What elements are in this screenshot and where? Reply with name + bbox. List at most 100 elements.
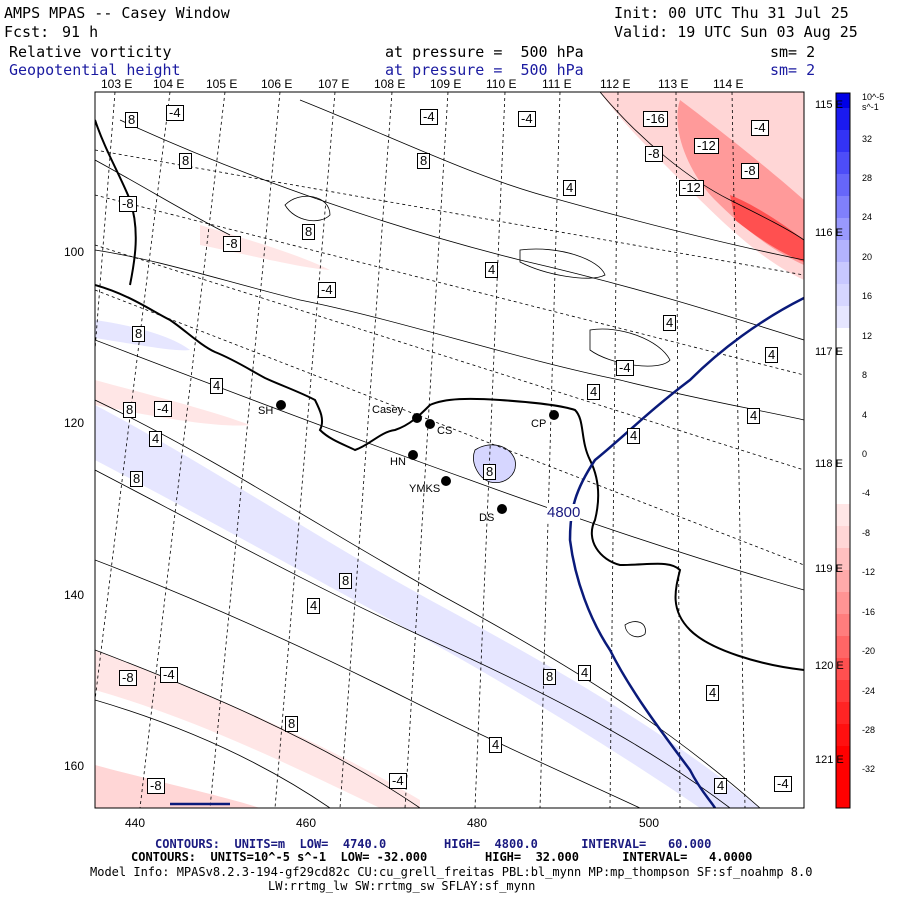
- contour-label: 4: [489, 737, 503, 753]
- valid-time: Valid: 19 UTC Sun 03 Aug 25: [614, 23, 858, 41]
- contour-label: -8: [119, 196, 137, 212]
- station-label-casey: Casey: [372, 404, 404, 416]
- lon-label: 104 E: [153, 77, 185, 91]
- y-tick: 140: [64, 588, 85, 602]
- field2-smoothing: sm= 2: [770, 61, 816, 79]
- contour-label: -8: [119, 670, 137, 686]
- contour-label: 4: [149, 431, 163, 447]
- colorbar-tick: 32: [862, 134, 873, 144]
- station-label-ds: DS: [479, 512, 495, 524]
- station-dot-hn: [408, 450, 418, 460]
- contour-label: 8: [339, 573, 353, 589]
- height-contour-label: 4800: [547, 504, 581, 521]
- station-dot-ymks: [441, 476, 451, 486]
- contour-label: 8: [483, 464, 497, 480]
- contour-label: -4: [616, 360, 634, 376]
- y-tick: 120: [64, 416, 85, 430]
- station-dot-ds: [497, 504, 507, 514]
- edge-label: 121 E: [815, 754, 844, 766]
- lon-label: 103 E: [101, 77, 133, 91]
- coastline: [95, 284, 804, 671]
- contour-label: 4: [587, 384, 601, 400]
- contour-label: 8: [132, 326, 146, 342]
- edge-label: 118 E: [815, 458, 843, 470]
- forecast-hours: 91 h: [62, 23, 99, 41]
- contour-label: -4: [166, 105, 184, 121]
- station-label-sh: SH: [258, 405, 274, 417]
- station-label-ymks: YMKS: [409, 483, 441, 495]
- footer-vorticity-contours: CONTOURS: UNITS=10^-5 s^-1 LOW= -32.000 …: [131, 850, 753, 864]
- colorbar-tick: 12: [862, 331, 873, 341]
- contour-label: 4: [627, 428, 641, 444]
- station-label-hn: HN: [390, 456, 406, 468]
- field1-smoothing: sm= 2: [770, 43, 816, 61]
- contour-label: 4: [714, 778, 728, 794]
- contour-label: -8: [741, 163, 759, 179]
- plot-title: AMPS MPAS -- Casey Window: [4, 4, 230, 22]
- footer-model-info: Model Info: MPASv8.2.3-194-gf29cd82c CU:…: [90, 865, 813, 879]
- vorticity-contours: [95, 92, 804, 808]
- contour-label: -8: [223, 236, 241, 252]
- contour-label: -4: [154, 401, 172, 417]
- negative-vorticity-band-southwest: [95, 765, 260, 808]
- contour-label: -4: [389, 773, 407, 789]
- contour-label: 4: [706, 685, 720, 701]
- station-dot-casey: [412, 413, 422, 423]
- lon-label: 107 E: [318, 77, 350, 91]
- field1-level: at pressure = 500 hPa: [385, 43, 584, 61]
- lon-label: 111 E: [542, 77, 572, 91]
- contour-label: 4: [563, 180, 577, 196]
- station-dot-cp: [549, 410, 559, 420]
- colorbar-tick: 28: [862, 173, 873, 183]
- contour-label: -12: [694, 138, 719, 154]
- colorbar-tick: -28: [862, 725, 876, 735]
- contour-label: 8: [125, 112, 139, 128]
- contour-label: -4: [160, 667, 178, 683]
- station-label-cp: CP: [531, 418, 547, 430]
- footer-height-contours: CONTOURS: UNITS=m LOW= 4740.0 HIGH= 4800…: [155, 837, 712, 851]
- contour-label: 8: [130, 471, 144, 487]
- contour-label: 8: [302, 224, 316, 240]
- contour-label: -4: [420, 109, 438, 125]
- field2-name: Geopotential height: [9, 61, 181, 79]
- contour-label: -16: [643, 111, 668, 127]
- graticule: [95, 92, 804, 808]
- x-tick: 480: [467, 816, 488, 830]
- edge-label: 119 E: [815, 563, 843, 575]
- station-label-cs: CS: [437, 425, 453, 437]
- contour-label: -4: [318, 282, 336, 298]
- lon-label: 109 E: [430, 77, 462, 91]
- edge-label: 115 E: [815, 99, 843, 111]
- colorbar-tick: -12: [862, 567, 876, 577]
- lon-label: 110 E: [486, 77, 517, 91]
- edge-label: 117 E: [815, 346, 843, 358]
- lon-label: 108 E: [374, 77, 406, 91]
- negative-vorticity-patch-west: [95, 380, 250, 426]
- y-tick: 160: [64, 759, 85, 773]
- colorbar-tick: -20: [862, 646, 876, 656]
- colorbar: [835, 92, 851, 809]
- contour-label: 8: [543, 669, 557, 685]
- contour-label: -4: [751, 120, 769, 136]
- station-dot-sh: [276, 400, 286, 410]
- x-tick: 460: [296, 816, 317, 830]
- lon-label: 105 E: [206, 77, 238, 91]
- contour-label: -8: [645, 146, 663, 162]
- contour-label: 8: [285, 716, 299, 732]
- negative-vorticity-core-strong: [730, 195, 804, 262]
- x-tick: 440: [125, 816, 146, 830]
- contour-label: 4: [747, 408, 761, 424]
- height-contour-4800: [568, 296, 804, 808]
- colorbar-tick: 16: [862, 291, 873, 301]
- colorbar-tick: 20: [862, 252, 873, 262]
- colorbar-tick: -24: [862, 686, 876, 696]
- forecast-label: Fcst:: [4, 23, 50, 41]
- contour-label: 4: [307, 598, 321, 614]
- colorbar-tick: 24: [862, 212, 873, 222]
- contour-label: 4: [485, 262, 499, 278]
- negative-vorticity-band-south: [95, 650, 420, 808]
- positive-vorticity-shading: [95, 405, 760, 808]
- colorbar-tick: -32: [862, 764, 876, 774]
- contour-label: -4: [518, 111, 536, 127]
